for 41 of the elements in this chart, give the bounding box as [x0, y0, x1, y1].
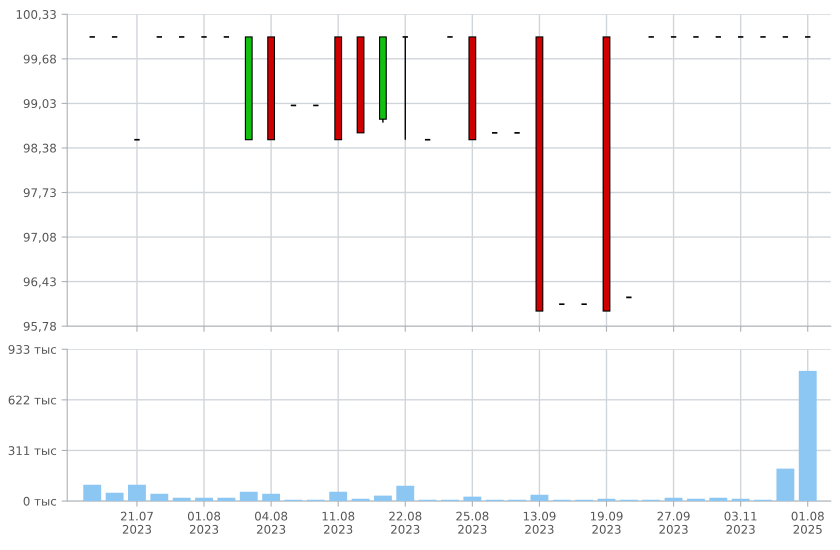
x-tick-label: 04.08 2023 [254, 512, 288, 534]
x-tick-label: 19.09 2023 [590, 512, 623, 534]
bar [396, 486, 414, 502]
y-tick-label: 311 тыс [8, 446, 56, 456]
x-tick-label: 22.08 2023 [389, 512, 422, 534]
y-tick-label: 96,43 [24, 277, 56, 288]
y-tick-label: 99,68 [24, 54, 56, 65]
bar [83, 484, 102, 502]
bar [150, 494, 168, 502]
x-tick-label: 01.08 2023 [188, 512, 220, 534]
x-tick-label: 11.08 2023 [322, 512, 354, 534]
y-tick-label: 97,08 [24, 232, 56, 243]
bar [664, 498, 683, 502]
bar [798, 370, 817, 502]
bar [240, 492, 258, 502]
bar [374, 496, 392, 502]
bar [329, 492, 348, 502]
bar [128, 484, 146, 502]
bar [195, 498, 213, 502]
x-tick-label: 27.09 2023 [658, 512, 690, 534]
y-tick-label: 99,03 [24, 99, 56, 110]
x-tick-label: 21.07 2023 [120, 512, 153, 534]
x-tick-label: 03.11 2023 [724, 512, 756, 534]
bar [172, 498, 191, 502]
y-tick-label: 933 тыс [8, 344, 56, 354]
bar [106, 492, 124, 502]
bar [262, 494, 280, 502]
x-tick-label: 01.08 2025 [792, 512, 824, 534]
bar [776, 468, 794, 502]
bar [463, 496, 482, 502]
y-tick-label: 95,78 [24, 322, 56, 332]
y-tick-label: 0 тыс [24, 496, 56, 506]
bar [709, 498, 728, 502]
bar [217, 498, 236, 502]
x-tick-label: 25.08 2023 [456, 512, 488, 534]
y-tick-label: 97,73 [24, 188, 56, 198]
y-tick-label: 100,33 [16, 10, 56, 20]
y-tick-label: 98,38 [24, 144, 56, 154]
y-tick-label: 622 тыс [8, 396, 56, 405]
x-tick-label: 13.09 2023 [524, 512, 556, 534]
bar [530, 494, 548, 502]
